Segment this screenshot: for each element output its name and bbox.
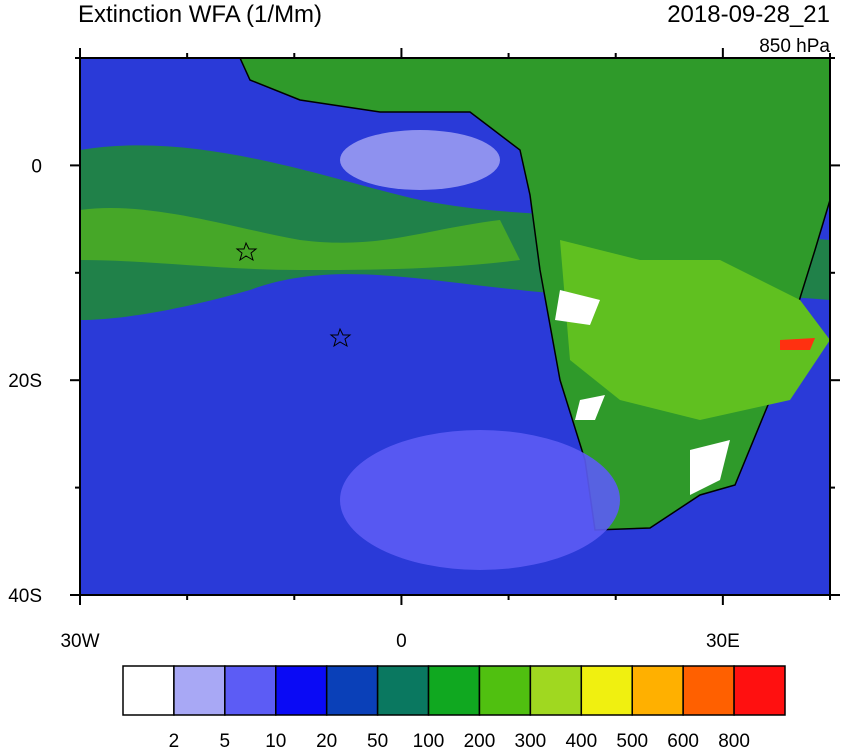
colorbar-label: 600	[667, 731, 699, 750]
station	[329, 327, 352, 348]
map	[79, 57, 831, 596]
colorbar-swatch	[733, 665, 786, 716]
clear-region	[340, 430, 620, 570]
station	[235, 241, 258, 262]
colorbar-label: 2	[169, 731, 180, 750]
colorbar-label: 300	[515, 731, 547, 750]
colorbar-label: 400	[565, 731, 597, 750]
colorbar-swatch	[682, 665, 735, 716]
aerosol-core	[80, 207, 520, 270]
colorbar-label: 800	[718, 731, 750, 750]
colorbar-label: 100	[413, 731, 445, 750]
y-tick-label: 20S	[8, 371, 42, 392]
colorbar-label: 10	[265, 731, 286, 750]
clear-region	[340, 130, 500, 190]
x-tick-label: 30E	[706, 631, 740, 652]
colorbar-swatch	[631, 665, 684, 716]
map-frame	[79, 57, 831, 596]
colorbar-label: 50	[367, 731, 388, 750]
x-tick-label: 0	[396, 631, 407, 652]
colorbar-swatch	[580, 665, 633, 716]
colorbar-swatch	[376, 665, 430, 716]
cloud	[555, 290, 730, 495]
land-plume	[560, 240, 830, 420]
hotspot	[780, 338, 815, 350]
colorbar-swatch	[224, 665, 277, 716]
x-tick-label: 30W	[60, 631, 99, 652]
date: 2018-09-28_21	[667, 1, 830, 28]
colorbar-label: 500	[616, 731, 648, 750]
colorbar-label: 5	[220, 731, 231, 750]
colorbar-swatch	[427, 665, 481, 716]
y-tick-label: 0	[31, 156, 42, 177]
y-tick-label: 40S	[8, 586, 42, 607]
colorbar-swatch	[529, 665, 583, 716]
colorbar-label: 20	[316, 731, 337, 750]
colorbar-swatch	[478, 665, 532, 716]
level: 850 hPa	[759, 36, 830, 57]
colorbar-swatch	[325, 665, 379, 716]
colorbar-swatch	[122, 665, 175, 716]
colorbar-label: 200	[464, 731, 496, 750]
colorbar-swatch	[275, 665, 328, 716]
colorbar-swatch	[173, 665, 226, 716]
title: Extinction WFA (1/Mm)	[78, 1, 322, 28]
